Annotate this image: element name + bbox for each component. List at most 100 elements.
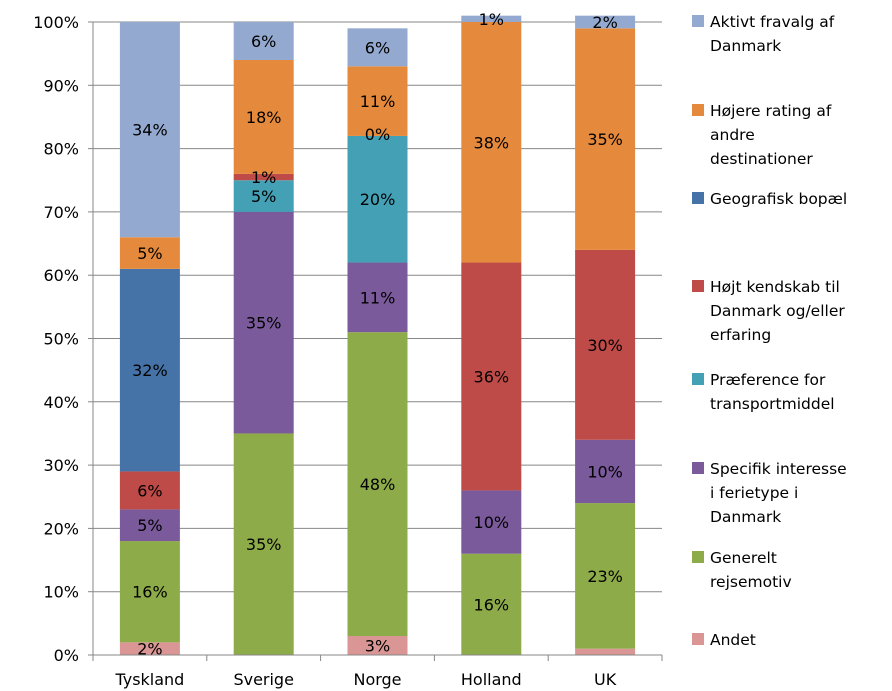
bar-segment — [233, 433, 294, 655]
y-axis: 0% 10% 20% 30% 40% 50% 60% 70% 80% 90% 100% — [33, 13, 94, 665]
bars — [119, 15, 636, 655]
data-label: 32% — [132, 361, 168, 380]
bar-segment — [575, 648, 636, 655]
data-label: 48% — [360, 475, 396, 494]
data-label: 35% — [246, 314, 282, 333]
y-tick-label: 100% — [33, 13, 79, 32]
data-label: 5% — [251, 187, 276, 206]
bar-segment — [119, 237, 180, 269]
legend-swatch — [692, 192, 704, 204]
data-label: 35% — [587, 130, 623, 149]
y-tick-label: 70% — [43, 203, 79, 222]
legend-label: i ferietype i — [710, 484, 798, 502]
data-label: 1% — [479, 10, 504, 29]
data-label: 2% — [137, 640, 162, 659]
bar-segment — [233, 59, 294, 174]
bar-segment — [575, 503, 636, 649]
y-tick-label: 0% — [54, 646, 79, 665]
legend-label: andre — [710, 126, 755, 144]
data-label: 2% — [592, 13, 617, 32]
bar-segment — [575, 28, 636, 250]
data-label: 5% — [137, 244, 162, 263]
bar-segment — [575, 439, 636, 504]
bar-segment — [233, 180, 294, 212]
bar-segment — [461, 22, 522, 263]
y-tick-label: 10% — [43, 583, 79, 602]
y-tick-label: 50% — [43, 330, 79, 349]
bar-segment — [233, 22, 294, 60]
legend-swatch — [692, 373, 704, 385]
legend-label: destinationer — [710, 150, 813, 168]
legend-swatch — [692, 462, 704, 474]
x-category-label: Norge — [353, 670, 401, 689]
x-category-label: Holland — [461, 670, 522, 689]
x-category-label: Sverige — [233, 670, 294, 689]
data-label: 35% — [246, 535, 282, 554]
data-label: 3% — [365, 637, 390, 656]
legend-label: erfaring — [710, 326, 771, 344]
data-label: 16% — [474, 595, 510, 614]
data-label: 18% — [246, 108, 282, 127]
bar-segment — [347, 262, 408, 333]
x-category-label: UK — [594, 670, 617, 689]
bar-segment — [575, 249, 636, 440]
legend-label: Danmark — [710, 37, 781, 55]
data-label: 30% — [587, 336, 623, 355]
x-category-label: Tyskland — [114, 670, 184, 689]
bar-segment — [119, 642, 180, 655]
legend-label: rejsemotiv — [710, 573, 792, 591]
data-label: 16% — [132, 583, 168, 602]
bar-segment — [119, 541, 180, 643]
data-label: 10% — [474, 513, 510, 532]
bar-segment — [119, 268, 180, 472]
y-tick-label: 30% — [43, 456, 79, 475]
legend-label: Specifik interesse — [710, 460, 847, 478]
data-label: 6% — [137, 481, 162, 500]
bar-segment — [461, 553, 522, 655]
legend-swatch — [692, 551, 704, 563]
legend-label: Højere rating af — [710, 102, 832, 120]
legend-swatch — [692, 15, 704, 27]
legend-label: Danmark og/eller — [710, 302, 845, 320]
data-label: 1% — [251, 168, 276, 187]
legend-swatch — [692, 104, 704, 116]
bar-segment — [347, 66, 408, 136]
bar-segment — [119, 509, 180, 542]
data-label: 20% — [360, 190, 396, 209]
data-label: 6% — [251, 32, 276, 51]
data-label: 34% — [132, 121, 168, 140]
data-labels: 2%16%5%6%32%5%34%35%35%5%1%18%6%3%48%11%… — [132, 10, 623, 659]
bar-segment — [347, 332, 408, 637]
legend-label: transportmiddel — [710, 395, 835, 413]
y-tick-label: 60% — [43, 266, 79, 285]
y-tick-label: 20% — [43, 519, 79, 538]
legend-label: Højt kendskab til — [710, 278, 840, 296]
data-label: 38% — [474, 133, 510, 152]
bar-segment — [461, 262, 522, 491]
legend-label: Aktivt fravalg af — [710, 13, 835, 31]
bar-segment — [347, 636, 408, 655]
data-label: 23% — [587, 567, 623, 586]
bar-segment — [461, 490, 522, 554]
legend: Aktivt fravalg af Danmark Højere rating af… — [692, 13, 847, 649]
data-label: 11% — [360, 92, 396, 111]
bar-segment — [347, 135, 408, 263]
legend-label: Danmark — [710, 508, 781, 526]
legend-label: Geografisk bopæl — [710, 190, 847, 208]
data-label: 6% — [365, 38, 390, 57]
y-tick-label: 90% — [43, 76, 79, 95]
legend-label: Præference for — [710, 371, 826, 389]
legend-swatch — [692, 280, 704, 292]
data-label: 11% — [360, 288, 396, 307]
y-tick-label: 40% — [43, 393, 79, 412]
data-label: 36% — [474, 367, 510, 386]
legend-swatch — [692, 633, 704, 645]
data-label: 5% — [137, 516, 162, 535]
bar-segment — [233, 173, 294, 181]
y-tick-label: 80% — [43, 140, 79, 159]
bar-segment — [119, 471, 180, 510]
legend-label: Generelt — [710, 549, 777, 567]
bar-segment — [119, 22, 180, 238]
bar-segment — [461, 15, 522, 22]
